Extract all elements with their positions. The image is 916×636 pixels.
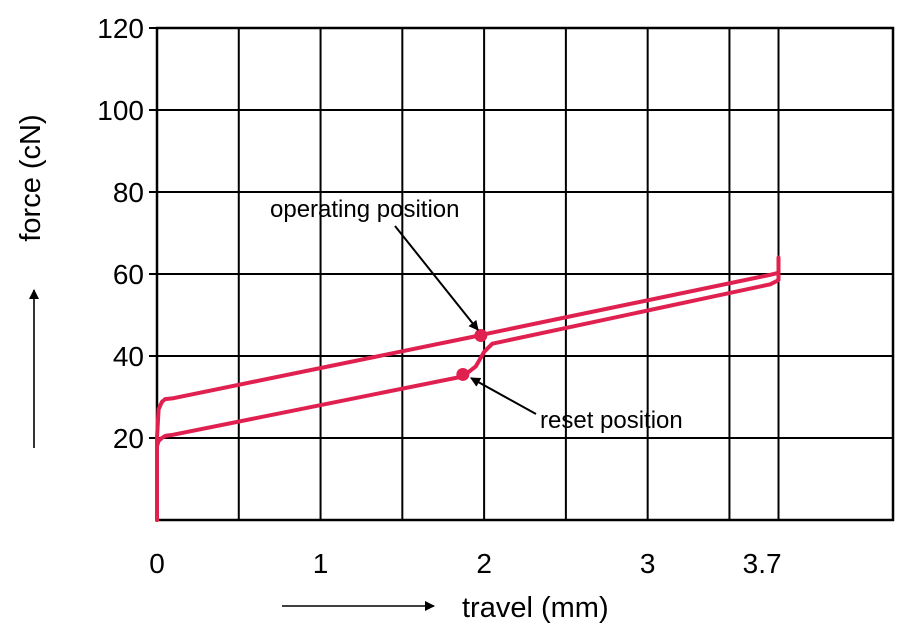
series-line-2 — [155, 263, 781, 522]
annotation-operating-position-label: operating position — [270, 196, 459, 223]
reset-position-marker — [456, 367, 470, 381]
plot-frame — [155, 26, 895, 522]
annotation-operating: operating position — [270, 196, 479, 331]
x-tick-label: 2 — [476, 548, 492, 579]
y-tick-label: 40 — [113, 341, 144, 372]
x-axis-title: travel (mm) — [462, 592, 609, 624]
y-tick-label: 20 — [113, 423, 144, 454]
annotation-operating-arrow — [394, 225, 479, 331]
x-tick-label: 3.7 — [743, 548, 782, 579]
y-tick-labels: 20 40 60 80 100 120 — [97, 13, 144, 454]
grid — [149, 27, 894, 520]
x-axis-title-group: travel (mm) — [282, 592, 609, 624]
operating-position-marker — [474, 329, 488, 342]
series-line-1 — [155, 255, 781, 522]
markers — [456, 329, 488, 381]
annotation-reset: reset position — [470, 377, 683, 434]
x-tick-label: 3 — [640, 548, 656, 579]
annotation-reset-arrow — [470, 377, 537, 415]
x-tick-label: 0 — [149, 548, 165, 579]
y-axis-title-group: force (cN) — [15, 114, 47, 448]
y-tick-label: 60 — [113, 259, 144, 290]
y-tick-label: 80 — [113, 177, 144, 208]
y-tick-label: 100 — [97, 95, 144, 126]
y-axis-title: force (cN) — [15, 114, 47, 241]
x-tick-label: 1 — [313, 548, 329, 579]
x-tick-labels: 0 1 2 3 3.7 — [149, 548, 781, 579]
annotation-reset-position-label: reset position — [540, 407, 683, 434]
curves — [155, 255, 781, 522]
y-tick-label: 120 — [97, 13, 144, 44]
